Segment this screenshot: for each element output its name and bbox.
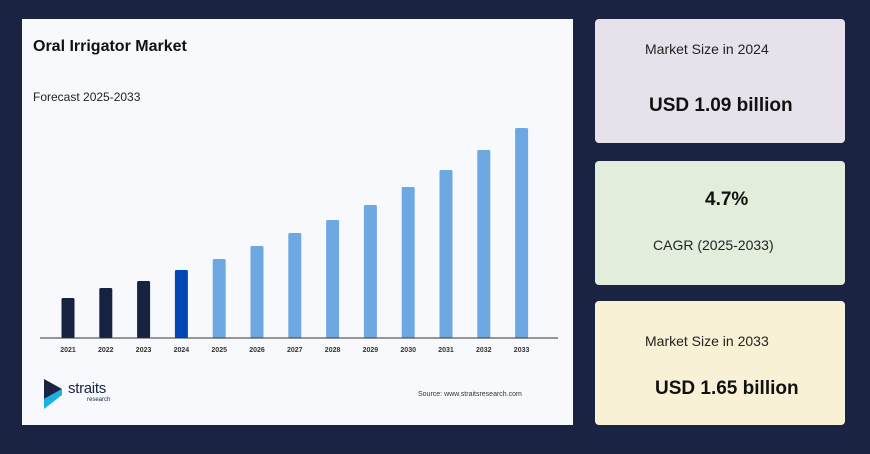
- card-value: USD 1.09 billion: [649, 95, 793, 116]
- straits-logo-icon: [44, 379, 62, 409]
- card-value: USD 1.65 billion: [655, 378, 799, 399]
- x-tick-label: 2028: [325, 347, 341, 354]
- bar-2032: [477, 150, 491, 338]
- x-tick-label: 2027: [287, 347, 303, 354]
- x-tick-label: 2030: [400, 347, 416, 354]
- chart-title: Oral Irrigator Market: [33, 38, 187, 55]
- card-label: Market Size in 2024: [645, 41, 769, 57]
- logo-subtext: research: [87, 397, 111, 403]
- logo-text: straits: [68, 380, 106, 397]
- bar-2028: [326, 220, 340, 338]
- x-tick-label: 2033: [514, 347, 530, 354]
- x-tick-label: 2032: [476, 347, 492, 354]
- chart-panel: Oral Irrigator Market Forecast 2025-2033…: [22, 19, 573, 425]
- bar-2031: [439, 170, 453, 338]
- market-size-2024-card: Market Size in 2024 USD 1.09 billion: [595, 19, 845, 143]
- market-size-2033-card: Market Size in 2033 USD 1.65 billion: [595, 301, 845, 425]
- x-tick-label: 2025: [211, 347, 227, 354]
- x-tick-label: 2029: [363, 347, 379, 354]
- source-text: Source: www.straitsresearch.com: [418, 391, 522, 398]
- x-tick-label: 2026: [249, 347, 265, 354]
- bar-2027: [288, 233, 302, 338]
- card-label: CAGR (2025-2033): [653, 237, 774, 253]
- x-tick-label: 2031: [438, 347, 454, 354]
- bar-2026: [250, 246, 264, 338]
- cagr-card: 4.7% CAGR (2025-2033): [595, 161, 845, 285]
- bar-2030: [401, 187, 415, 338]
- bar-2023: [137, 281, 151, 338]
- x-tick-label: 2022: [98, 347, 114, 354]
- card-label: Market Size in 2033: [645, 333, 769, 349]
- bar-2022: [99, 288, 113, 338]
- bar-2025: [212, 259, 226, 338]
- bar-2024: [174, 270, 188, 338]
- x-tick-label: 2023: [136, 347, 152, 354]
- bar-2021: [61, 298, 75, 338]
- bar-chart: 2021 2022 2023 2024 2025 2026 2027 2028 2029 2030…: [40, 128, 558, 354]
- bar-2029: [363, 205, 377, 338]
- chart-subtitle: Forecast 2025-2033: [33, 90, 141, 104]
- bar-2033: [515, 128, 529, 338]
- x-tick-label: 2021: [60, 347, 76, 354]
- x-tick-label: 2024: [174, 347, 190, 354]
- card-value: 4.7%: [705, 189, 749, 210]
